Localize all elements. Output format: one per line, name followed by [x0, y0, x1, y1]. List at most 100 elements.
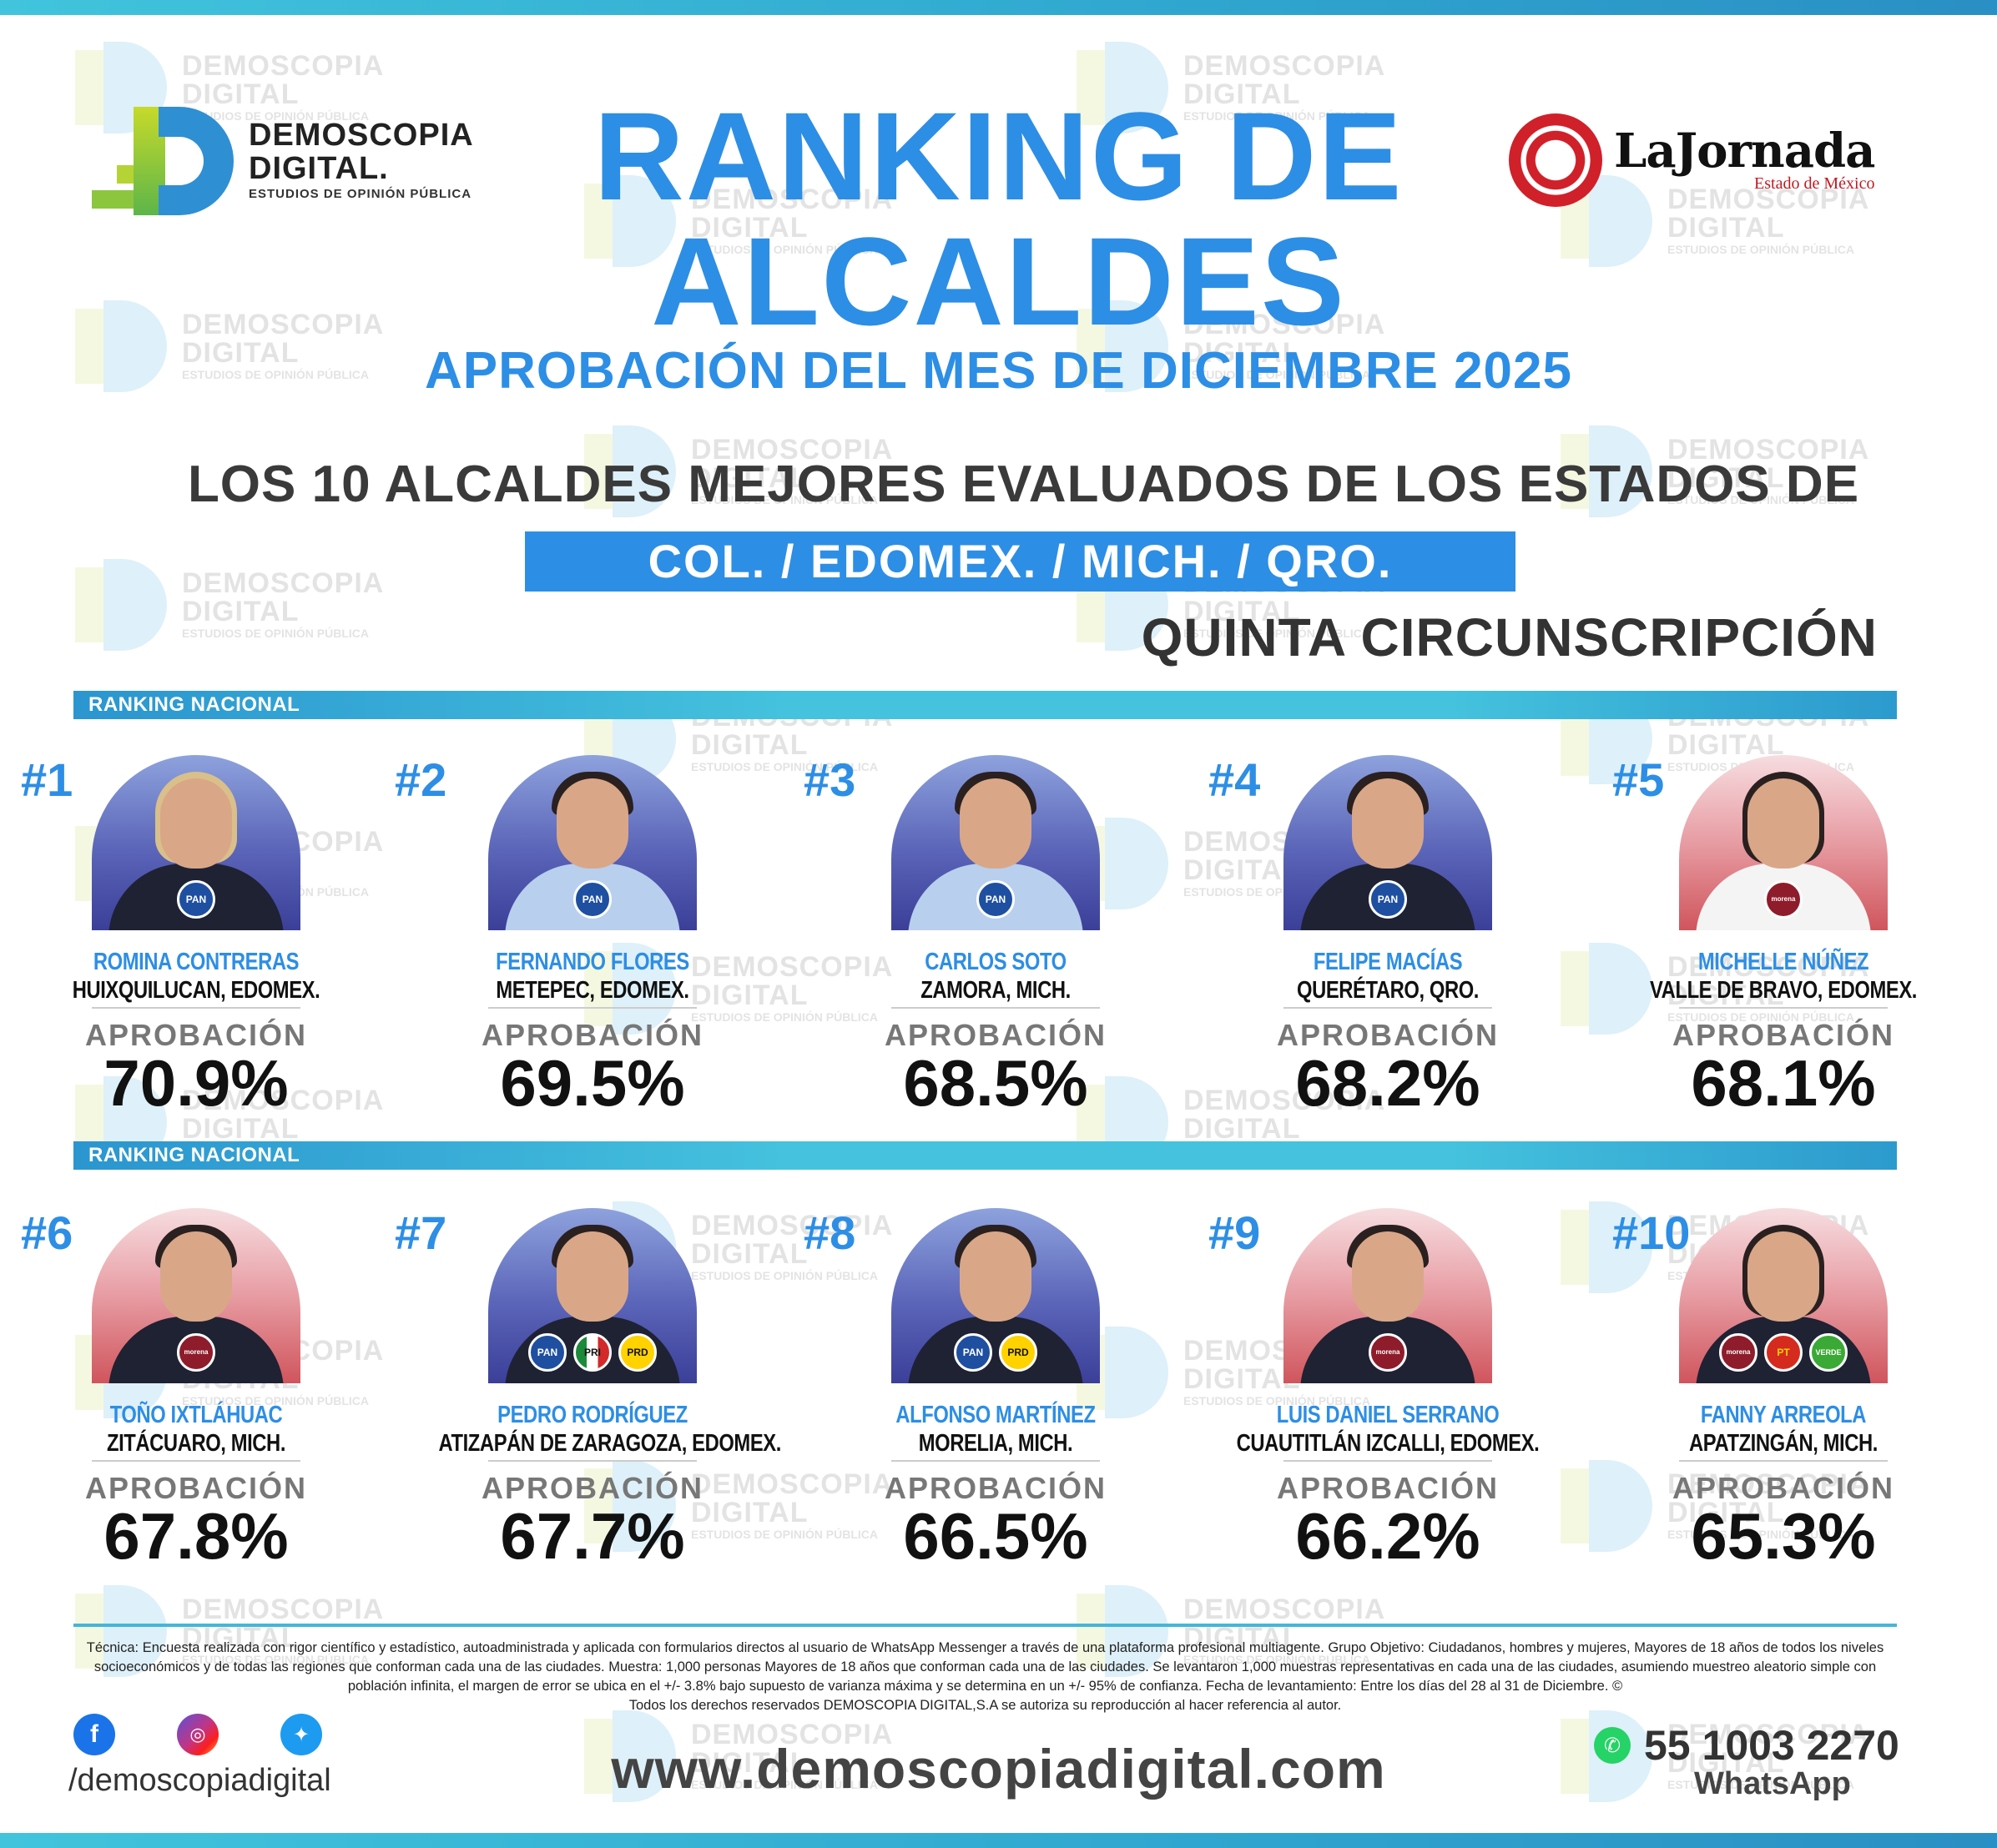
candidate-card: #6 morena TOÑO IXTLÁHUAC ZITÁCUARO, MICH. AP… — [21, 1208, 342, 1584]
approval-label: APROBACIÓN — [1672, 1471, 1894, 1505]
candidate-card: #2 PAN FERNANDO FLORES METEPEC, EDOMEX. APRO… — [395, 755, 739, 1130]
approval-label: APROBACIÓN — [481, 1471, 703, 1505]
approval-percentage: 68.5% — [903, 1046, 1088, 1120]
name-divider — [1679, 1460, 1888, 1462]
whatsapp-number: 55 1003 2270 — [1644, 1722, 1899, 1769]
demoscopia-logo-text: DEMOSCOPIA DIGITAL. ESTUDIOS DE OPINIÓN … — [249, 118, 474, 204]
facebook-icon[interactable]: f — [73, 1714, 115, 1755]
party-logo-pt-icon: PT — [1764, 1333, 1803, 1372]
party-logo-prd-icon: PRD — [999, 1333, 1037, 1372]
approval-percentage: 65.3% — [1691, 1499, 1876, 1573]
candidate-municipality: VALLE DE BRAVO, EDOMEX. — [1649, 977, 1918, 1004]
page-title-line1: RANKING DE — [593, 86, 1404, 226]
candidate-photo: morena PT VERDE — [1679, 1208, 1888, 1383]
rank-number: #3 — [804, 753, 856, 806]
page-title-line2: ALCALDES — [651, 211, 1346, 351]
party-logos: PAN — [891, 880, 1100, 919]
approval-percentage: 70.9% — [103, 1046, 289, 1120]
watermark-line1: DEMOSCOPIA — [182, 1594, 385, 1625]
footer-divider — [73, 1624, 1897, 1627]
lajornada-logo: LaJornada Estado de México — [1509, 113, 1875, 207]
candidate-photo: morena — [1679, 755, 1888, 930]
whatsapp-label: WhatsApp — [1694, 1766, 1851, 1801]
candidate-photo: PAN PRD — [891, 1208, 1100, 1383]
watermark-line1: DEMOSCOPIA — [182, 50, 385, 82]
approval-label: APROBACIÓN — [84, 1018, 307, 1052]
rank-number: #9 — [1208, 1206, 1261, 1259]
watermark-line3: ESTUDIOS DE OPINIÓN PÚBLICA — [182, 627, 370, 640]
website-link[interactable]: www.demoscopiadigital.com — [611, 1738, 1386, 1800]
approval-label: APROBACIÓN — [884, 1018, 1107, 1052]
lajornada-sun-icon — [1509, 113, 1602, 207]
candidate-name: TOÑO IXTLÁHUAC — [109, 1402, 283, 1428]
bottom-accent-band — [0, 1833, 1997, 1848]
party-logo-morena-icon: morena — [1369, 1333, 1407, 1372]
name-divider — [1679, 1007, 1888, 1009]
party-logo-pan-icon: PAN — [528, 1333, 567, 1372]
candidate-name: LUIS DANIEL SERRANO — [1276, 1402, 1500, 1428]
rank-number: #2 — [395, 753, 447, 806]
headline: LOS 10 ALCALDES MEJORES EVALUADOS DE LOS… — [187, 456, 1860, 513]
section-label-row1: RANKING NACIONAL — [88, 693, 300, 716]
methodology-text: Técnica: Encuesta realizada con rigor ci… — [86, 1640, 1884, 1694]
party-logos: PAN — [92, 880, 300, 919]
social-handle[interactable]: /demoscopiadigital — [68, 1763, 331, 1798]
approval-label: APROBACIÓN — [1276, 1018, 1499, 1052]
name-divider — [488, 1007, 697, 1009]
lajornada-sub: Estado de México — [1754, 174, 1875, 193]
twitter-icon[interactable]: ✦ — [280, 1714, 322, 1755]
section-bar-row2: RANKING NACIONAL — [73, 1141, 1897, 1170]
candidate-municipality: MORELIA, MICH. — [918, 1430, 1073, 1457]
instagram-icon[interactable]: ◎ — [177, 1714, 219, 1755]
rank-number: #8 — [804, 1206, 856, 1259]
candidate-card: #9 morena LUIS DANIEL SERRANO CUAUTITLÁN IZ… — [1208, 1208, 1540, 1584]
brand-line1: DEMOSCOPIA — [249, 118, 474, 153]
candidate-name: CARLOS SOTO — [925, 949, 1067, 975]
candidate-photo: morena — [1283, 1208, 1492, 1383]
party-logo-morena-icon: morena — [1764, 880, 1803, 919]
candidate-photo: morena — [92, 1208, 300, 1383]
approval-label: APROBACIÓN — [84, 1471, 307, 1505]
party-logos: PAN PRD — [891, 1333, 1100, 1372]
candidate-municipality: QUERÉTARO, QRO. — [1296, 977, 1480, 1004]
party-logo-pri-icon: PRI — [573, 1333, 612, 1372]
party-logos: morena — [92, 1333, 300, 1372]
party-logos: PAN — [1283, 880, 1492, 919]
party-logos: PAN — [488, 880, 697, 919]
whatsapp-contact[interactable]: ✆ 55 1003 2270 — [1594, 1724, 1899, 1767]
name-divider — [1283, 1007, 1492, 1009]
rank-number: #1 — [21, 753, 73, 806]
name-divider — [92, 1460, 300, 1462]
candidate-name: ALFONSO MARTÍNEZ — [895, 1402, 1096, 1428]
candidate-municipality: ZITÁCUARO, MICH. — [106, 1430, 286, 1457]
approval-percentage: 68.1% — [1691, 1046, 1876, 1120]
approval-percentage: 68.2% — [1295, 1046, 1480, 1120]
candidate-municipality: METEPEC, EDOMEX. — [496, 977, 689, 1004]
demoscopia-logo: DEMOSCOPIA DIGITAL. ESTUDIOS DE OPINIÓN … — [92, 107, 474, 215]
rank-number: #5 — [1612, 753, 1665, 806]
approval-percentage: 66.2% — [1295, 1499, 1480, 1573]
rank-number: #7 — [395, 1206, 447, 1259]
candidate-card: #7 PAN PRI PRD PEDRO RODRÍGUEZ ATIZAPÁN DE ZA… — [395, 1208, 781, 1584]
candidate-name: PEDRO RODRÍGUEZ — [497, 1402, 688, 1428]
party-logo-pan-icon: PAN — [177, 880, 215, 919]
candidate-photo: PAN — [488, 755, 697, 930]
brand-line3: ESTUDIOS DE OPINIÓN PÚBLICA — [249, 187, 472, 201]
candidate-name: FERNANDO FLORES — [496, 949, 689, 975]
watermark-line1: DEMOSCOPIA — [182, 567, 385, 599]
rank-number: #10 — [1612, 1206, 1691, 1259]
candidate-card: #8 PAN PRD ALFONSO MARTÍNEZ MORELIA, MICH. AP… — [804, 1208, 1142, 1584]
candidate-municipality: CUAUTITLÁN IZCALLI, EDOMEX. — [1236, 1430, 1540, 1457]
party-logo-pan-icon: PAN — [976, 880, 1015, 919]
rights-text: Todos los derechos reservados DEMOSCOPIA… — [628, 1698, 1342, 1713]
section-bar-row1: RANKING NACIONAL — [73, 691, 1897, 719]
demoscopia-logo-mark-icon — [92, 107, 234, 215]
approval-percentage: 69.5% — [500, 1046, 685, 1120]
approval-percentage: 67.8% — [103, 1499, 289, 1573]
party-logo-morena-icon: morena — [177, 1333, 215, 1372]
lajornada-name: LaJornada — [1614, 123, 1875, 179]
watermark-logo-icon — [75, 559, 167, 651]
approval-label: APROBACIÓN — [884, 1471, 1107, 1505]
watermark-logo-icon — [1561, 1460, 1652, 1552]
